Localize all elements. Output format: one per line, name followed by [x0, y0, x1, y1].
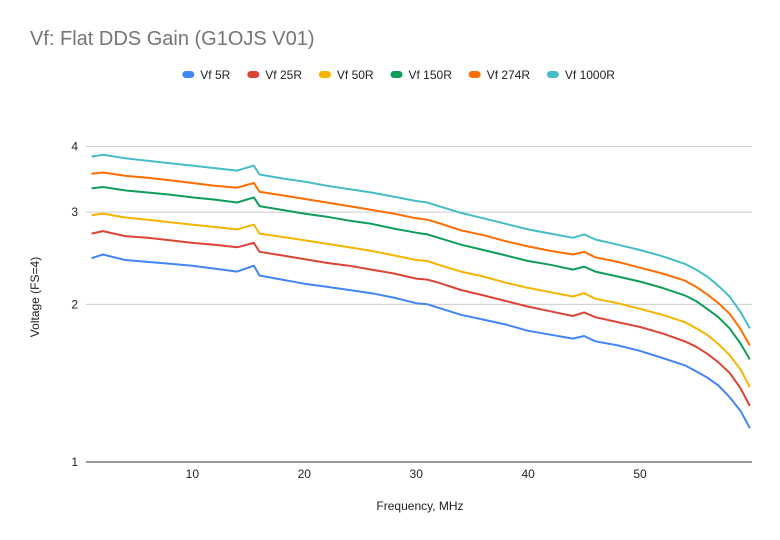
legend-swatch: [247, 71, 260, 78]
series-line-vf-1000r: [91, 153, 751, 329]
legend-label: Vf 1000R: [565, 68, 615, 82]
legend-item-vf-274r[interactable]: Vf 274R: [468, 68, 531, 82]
series-line-vf-274r: [91, 171, 751, 346]
legend-swatch: [546, 71, 559, 78]
chart-title: Vf: Flat DDS Gain (G1OJS V01): [30, 28, 315, 50]
legend-item-vf-5r[interactable]: Vf 5R: [182, 68, 231, 82]
series-lines: [91, 153, 751, 429]
legend-swatch: [182, 71, 195, 78]
y-tick-label: 3: [71, 205, 78, 219]
series-line-vf-25r: [91, 230, 751, 407]
legend-swatch: [390, 71, 403, 78]
y-axis-label: Voltage (FS=4): [28, 257, 42, 337]
y-tick-label: 4: [71, 140, 78, 154]
legend-label: Vf 25R: [265, 68, 302, 82]
legend-item-vf-150r[interactable]: Vf 150R: [390, 68, 453, 82]
legend-item-vf-25r[interactable]: Vf 25R: [247, 68, 302, 82]
legend[interactable]: Vf 5R Vf 25R Vf 50R Vf 150R Vf 274R Vf 1000R: [182, 68, 615, 82]
legend-swatch: [318, 71, 331, 78]
legend-label: Vf 150R: [409, 68, 453, 82]
legend-item-vf-50r[interactable]: Vf 50R: [318, 68, 374, 82]
x-tick-label: 30: [410, 467, 424, 481]
series-line-vf-150r: [91, 186, 751, 360]
series-line-vf-50r: [91, 212, 751, 388]
x-tick-label: 50: [633, 467, 647, 481]
legend-label: Vf 50R: [337, 68, 374, 82]
legend-label: Vf 5R: [200, 68, 230, 82]
x-tick-label: 10: [186, 467, 200, 481]
series-line-vf-5r: [91, 253, 751, 429]
tick-labels: 1 2 3 4 10 20 30 40 50: [71, 140, 647, 481]
x-tick-label: 40: [521, 467, 535, 481]
legend-label: Vf 274R: [487, 68, 531, 82]
y-tick-label: 2: [71, 297, 78, 311]
legend-item-vf-1000r[interactable]: Vf 1000R: [546, 68, 615, 82]
legend-swatch: [468, 71, 481, 78]
x-axis-label: Frequency, MHz: [376, 499, 463, 513]
x-tick-label: 20: [298, 467, 312, 481]
y-tick-label: 1: [71, 455, 78, 469]
